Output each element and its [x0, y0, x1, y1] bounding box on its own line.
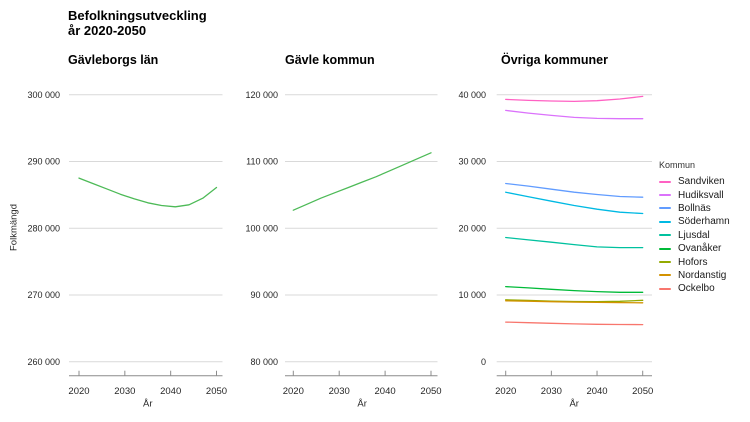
x-tick-label: 2020 [495, 386, 516, 397]
x-tick-label: 2050 [632, 386, 653, 397]
x-tick-label: 2040 [586, 386, 607, 397]
legend-item-ovan-ker: Ovanåker [659, 242, 730, 255]
legend-label-s-derhamn: Söderhamn [678, 216, 730, 228]
y-tick-label: 280 000 [27, 223, 60, 233]
y-tick-label: 10 000 [458, 290, 486, 300]
y-tick-label: 80 000 [250, 357, 278, 367]
legend-item-sandviken: Sandviken [659, 175, 730, 188]
y-tick-label: 120 000 [245, 90, 278, 100]
chart-title: Befolkningsutveckling år 2020-2050 [68, 8, 207, 38]
legend-label-bolln-s: Bollnäs [678, 202, 711, 214]
y-tick-label: 290 000 [27, 157, 60, 167]
panel-title-ovriga-kommuner: Övriga kommuner [501, 53, 608, 67]
legend-swatch-ljusdal [659, 234, 671, 237]
series-line-s-derhamn [505, 191, 644, 215]
legend-item-hofors: Hofors [659, 255, 730, 268]
legend-label-ovan-ker: Ovanåker [678, 243, 722, 255]
legend-swatch-s-derhamn [659, 220, 671, 223]
legend-label-ljusdal: Ljusdal [678, 229, 710, 241]
legend-item-ockelbo: Ockelbo [659, 282, 730, 295]
x-axis-title: År [569, 399, 579, 410]
legend-title: Kommun [659, 160, 696, 170]
chart-title-line2: år 2020-2050 [68, 22, 147, 38]
series-line-g-vle-kommun [292, 152, 432, 211]
legend-items: Sandviken Hudiksvall Bollnäs Söderhamn Ljusd… [659, 175, 730, 296]
legend-swatch-nordanstig [659, 274, 671, 277]
legend-swatch-bolln-s [659, 207, 671, 210]
series-line-nordanstig [505, 300, 644, 304]
legend-item-ljusdal: Ljusdal [659, 229, 730, 242]
x-tick-label: 2050 [206, 386, 227, 397]
y-tick-label: 260 000 [27, 357, 60, 367]
y-tick-label: 30 000 [458, 157, 486, 167]
legend: Kommun Sandviken Hudiksvall Bollnäs Söderha… [659, 160, 730, 296]
legend-label-hofors: Hofors [678, 256, 708, 268]
series-line-g-vleborgs-l-n [78, 177, 218, 208]
y-tick-label: 300 000 [27, 90, 60, 100]
x-tick-label: 2020 [283, 386, 304, 397]
legend-swatch-sandviken [659, 180, 671, 183]
y-tick-label: 0 [481, 357, 486, 367]
x-tick-label: 2030 [329, 386, 350, 397]
series-line-bolln-s [505, 182, 644, 198]
x-tick-label: 2040 [375, 386, 396, 397]
legend-label-ockelbo: Ockelbo [678, 283, 715, 295]
x-axis-title: År [143, 399, 153, 410]
x-tick-label: 2040 [160, 386, 181, 397]
legend-swatch-ovan-ker [659, 247, 671, 250]
y-tick-label: 20 000 [458, 223, 486, 233]
legend-item-s-derhamn: Söderhamn [659, 215, 730, 228]
series-line-hudiksvall [505, 109, 644, 120]
x-tick-label: 2030 [541, 386, 562, 397]
x-tick-label: 2050 [420, 386, 441, 397]
series-line-ovan-ker [505, 285, 644, 293]
panel-title-gavleborgs-lan: Gävleborgs län [68, 53, 159, 67]
y-tick-label: 100 000 [245, 223, 278, 233]
x-axis-title: År [357, 399, 367, 410]
legend-label-sandviken: Sandviken [678, 176, 725, 188]
y-tick-label: 90 000 [250, 290, 278, 300]
x-tick-label: 2020 [68, 386, 89, 397]
legend-item-nordanstig: Nordanstig [659, 269, 730, 282]
y-tick-label: 40 000 [458, 90, 486, 100]
legend-label-hudiksvall: Hudiksvall [678, 189, 724, 201]
chart-title-line1: Befolkningsutveckling [68, 8, 207, 23]
legend-item-bolln-s: Bollnäs [659, 202, 730, 215]
series-line-ljusdal [505, 236, 644, 249]
legend-swatch-hudiksvall [659, 194, 671, 197]
legend-swatch-hofors [659, 261, 671, 264]
y-tick-label: 110 000 [246, 157, 278, 167]
series-line-sandviken [505, 95, 644, 103]
x-tick-label: 2030 [114, 386, 135, 397]
y-tick-label: 270 000 [27, 290, 60, 300]
series-line-ockelbo [505, 321, 644, 326]
legend-item-hudiksvall: Hudiksvall [659, 188, 730, 201]
legend-swatch-ockelbo [659, 287, 671, 290]
legend-label-nordanstig: Nordanstig [678, 269, 727, 281]
panel-title-gavle-kommun: Gävle kommun [285, 53, 375, 67]
